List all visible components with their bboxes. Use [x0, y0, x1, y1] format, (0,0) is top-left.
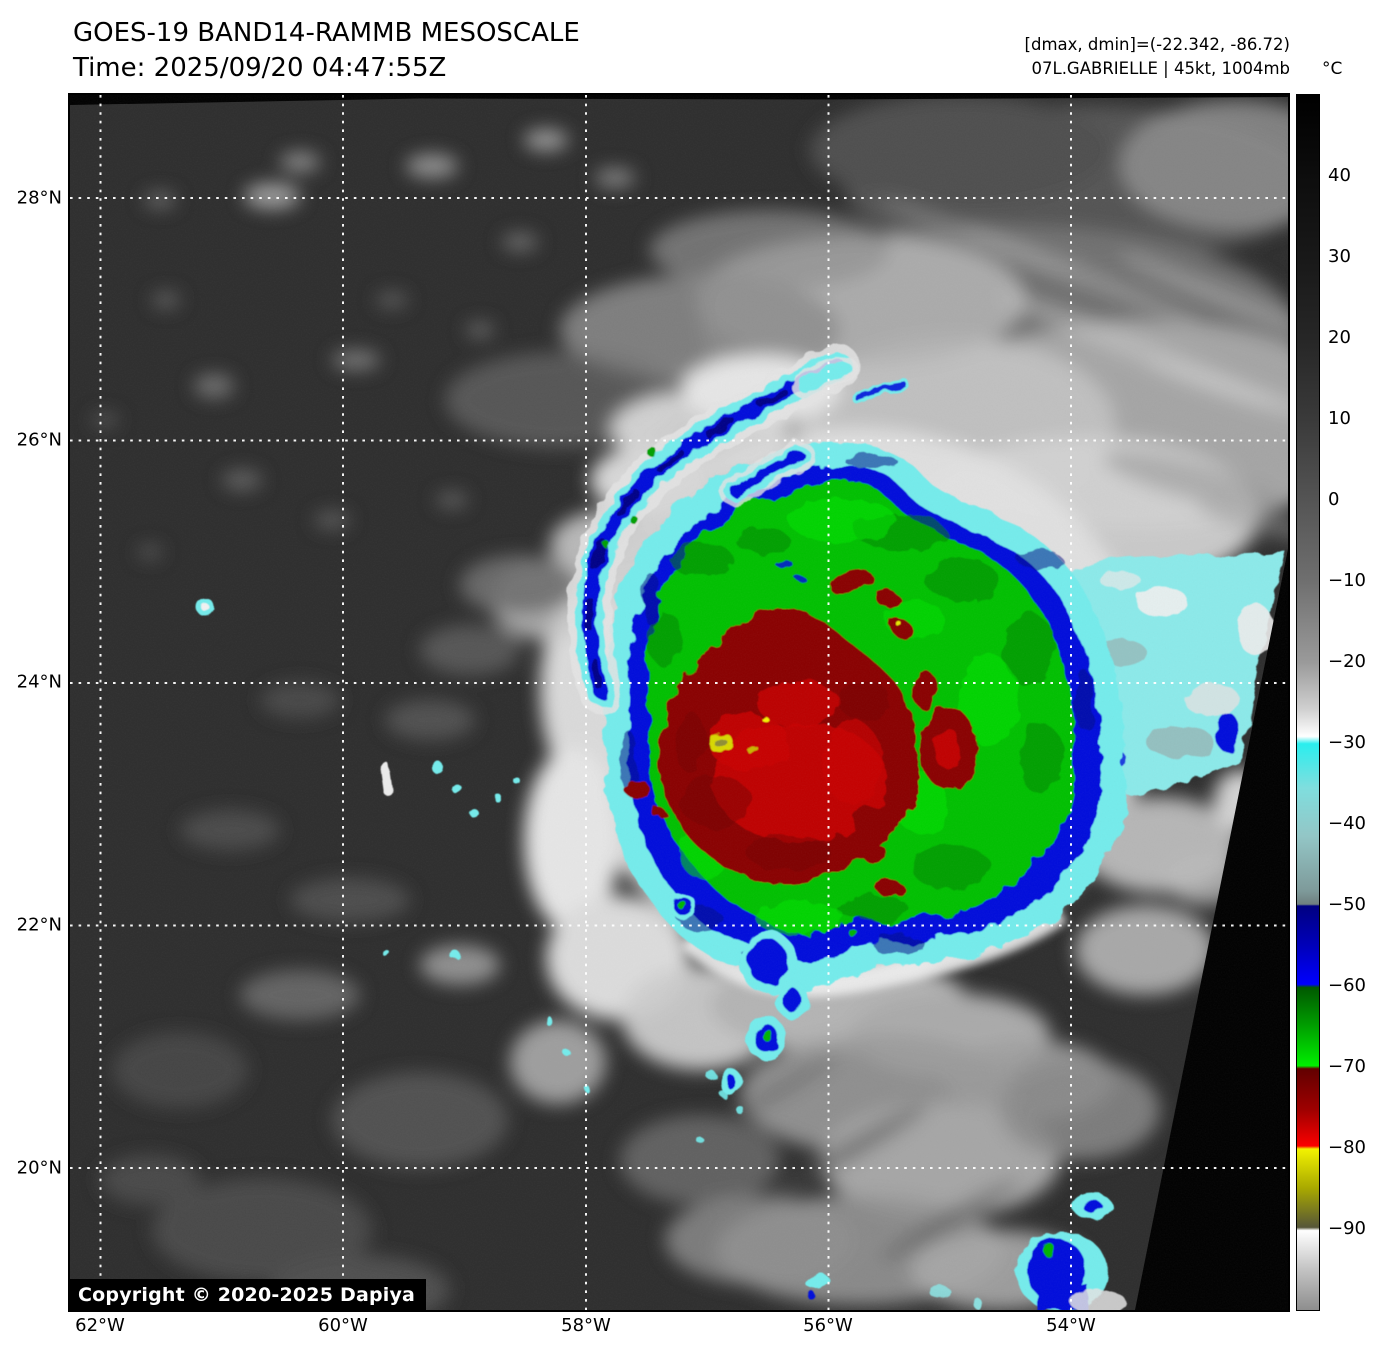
- lon-label: 60°W: [318, 1315, 368, 1336]
- cb-tick: −70: [1328, 1056, 1366, 1078]
- longitude-axis: 62°W 60°W 58°W 56°W 54°W: [70, 1315, 1288, 1345]
- lat-label: 22°N: [16, 914, 62, 936]
- copyright-badge: Copyright © 2020-2025 Dapiya: [70, 1279, 427, 1312]
- satellite-map: [68, 93, 1290, 1312]
- cb-tick: −50: [1328, 894, 1366, 916]
- gridlines: [70, 95, 1288, 1310]
- storm-info: 07L.GABRIELLE | 45kt, 1004mb: [1031, 59, 1291, 78]
- header-right: [dmax, dmin]=(-22.342, -86.72) 07L.GABRI…: [1025, 33, 1290, 81]
- timestamp: Time: 2025/09/20 04:47:55Z: [73, 53, 447, 83]
- satellite-scene: [70, 95, 1288, 1310]
- cb-tick: 40: [1328, 165, 1351, 187]
- colorbar-unit-label: °C: [1322, 59, 1343, 79]
- dmax-dmin-readout: [dmax, dmin]=(-22.342, -86.72): [1024, 35, 1290, 54]
- colorbar-gradient: [1297, 95, 1319, 1310]
- header-left: GOES-19 BAND14-RAMMB MESOSCALE Time: 202…: [73, 16, 580, 86]
- cb-tick: 20: [1328, 327, 1351, 349]
- lat-label: 24°N: [16, 671, 62, 693]
- lon-label: 56°W: [803, 1315, 853, 1336]
- lon-label: 54°W: [1046, 1315, 1096, 1336]
- cb-tick: −20: [1328, 651, 1366, 673]
- cb-tick: −10: [1328, 570, 1366, 592]
- latitude-axis: 28°N 26°N 24°N 22°N 20°N: [0, 95, 64, 1310]
- cb-tick: −30: [1328, 732, 1366, 754]
- cb-tick: −80: [1328, 1137, 1366, 1159]
- cb-tick: 30: [1328, 246, 1351, 268]
- cb-tick: 10: [1328, 408, 1351, 430]
- colorbar-ticks: 40 30 20 10 0 −10 −20 −30 −40 −50 −60 −70 −80 −90: [1328, 95, 1388, 1310]
- colorbar: [1296, 94, 1320, 1311]
- lat-label: 28°N: [16, 187, 62, 209]
- image-grain: [70, 95, 1288, 1310]
- lon-label: 62°W: [75, 1315, 125, 1336]
- lat-label: 20°N: [16, 1157, 62, 1179]
- cb-tick: −40: [1328, 813, 1366, 835]
- cb-tick: 0: [1328, 489, 1340, 511]
- lon-label: 58°W: [561, 1315, 611, 1336]
- cb-tick: −90: [1328, 1218, 1366, 1240]
- lat-label: 26°N: [16, 429, 62, 451]
- cb-tick: −60: [1328, 975, 1366, 997]
- page-title: GOES-19 BAND14-RAMMB MESOSCALE: [73, 18, 580, 48]
